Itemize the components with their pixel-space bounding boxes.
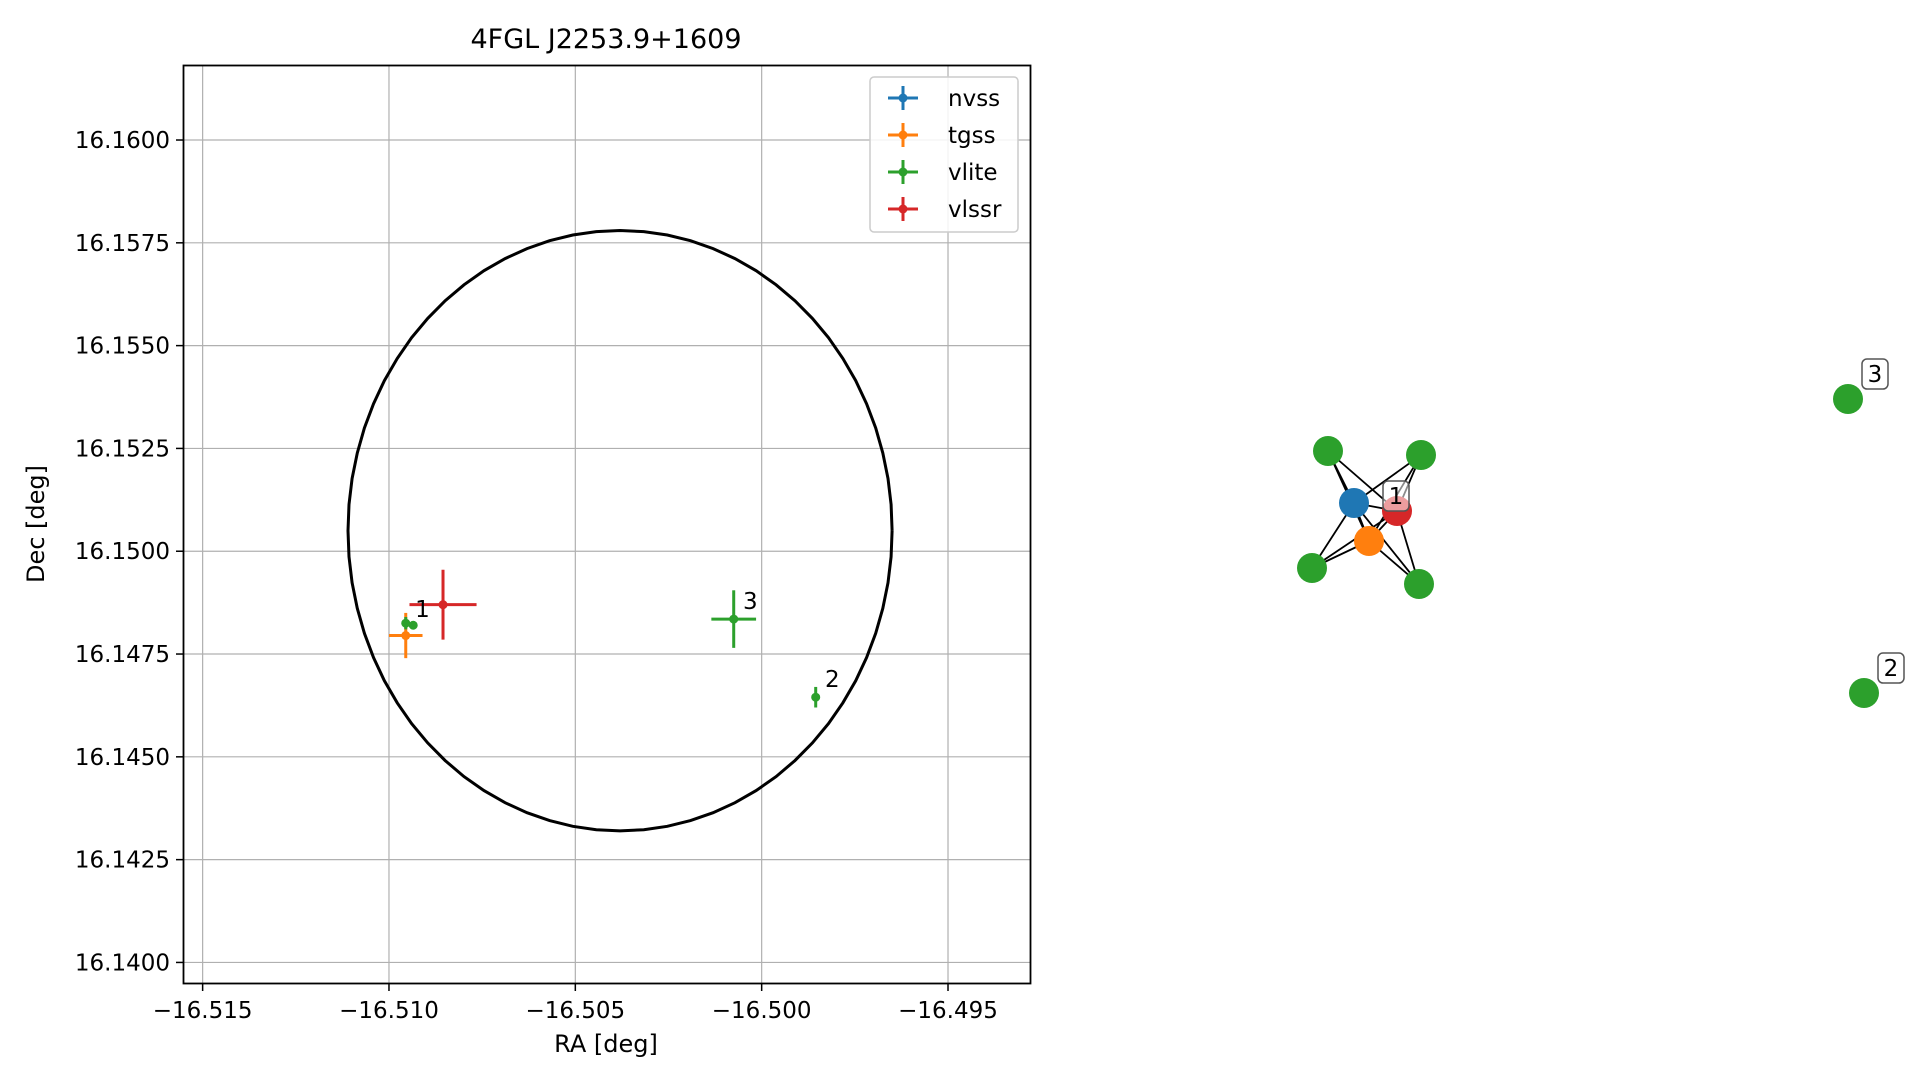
legend-box — [869, 76, 1019, 233]
point-vlssr — [409, 569, 477, 640]
y-tick-label: 16.1425 — [75, 848, 170, 874]
annotation-label: 1 — [415, 597, 430, 623]
x-axis-ticks: −16.515 −16.510 −16.505 −16.500 −16.495 — [153, 983, 998, 1024]
graph-node-nvss — [1339, 488, 1369, 518]
graph-label: 3 — [1861, 358, 1889, 390]
y-tick-label: 16.1600 — [75, 128, 170, 154]
plot-frame — [182, 64, 1032, 985]
graph-label: 2 — [1877, 652, 1905, 684]
y-tick-label: 16.1525 — [75, 436, 170, 462]
y-tick-label: 16.1500 — [75, 539, 170, 565]
point-vlite — [811, 686, 821, 708]
x-tick-label: −16.505 — [525, 998, 625, 1024]
legend-entry-vlssr: vlssr — [888, 197, 1002, 223]
legend-entry-tgss: tgss — [888, 123, 996, 149]
graph-labels: 1 3 2 — [1382, 358, 1905, 684]
x-axis-label: RA [deg] — [554, 1030, 658, 1058]
y-tick-label: 16.1550 — [75, 334, 170, 360]
legend-entry-vlite: vlite — [888, 160, 998, 186]
graph-node-vlite-b — [1406, 440, 1436, 470]
legend-label: tgss — [948, 123, 996, 149]
marker — [729, 614, 739, 624]
graph-label-box — [1877, 652, 1905, 684]
point-annotations: 1 3 2 — [415, 589, 840, 693]
graph-node-vlite-3 — [1833, 384, 1863, 414]
x-tick-label: −16.500 — [712, 998, 812, 1024]
x-tick-label: −16.510 — [339, 998, 439, 1024]
marker — [408, 620, 418, 630]
legend-marker — [898, 130, 908, 140]
y-axis-label: Dec [deg] — [22, 465, 50, 583]
graph-node-vlite-d — [1404, 569, 1434, 599]
legend-marker — [898, 204, 908, 214]
legend-entry-nvss: nvss — [888, 86, 1000, 112]
legend: nvss tgss vlite vlssr — [869, 76, 1019, 233]
localization-circle — [346, 228, 894, 833]
legend-label: vlite — [948, 160, 998, 186]
legend-marker — [898, 93, 908, 103]
scatter-chart: 4FGL J2253.9+1609 1 32 −16.515 −16.510 −16.… — [22, 24, 1032, 1058]
graph-label: 1 — [1382, 480, 1410, 512]
legend-label: nvss — [948, 86, 1000, 112]
graph-nodes — [1297, 384, 1879, 708]
marker — [401, 631, 411, 641]
data-points — [388, 569, 821, 708]
point-vlite — [711, 590, 757, 648]
point-vlite — [401, 617, 411, 630]
graph-node-tgss — [1354, 526, 1384, 556]
marker — [401, 618, 411, 628]
graph-label-text: 3 — [1868, 362, 1883, 388]
annotation-label: 2 — [825, 667, 840, 693]
marker — [811, 692, 821, 702]
y-tick-label: 16.1575 — [75, 231, 170, 257]
annotation-label: 3 — [743, 589, 758, 615]
marker — [438, 600, 448, 610]
y-tick-label: 16.1400 — [75, 950, 170, 976]
x-tick-label: −16.515 — [153, 998, 253, 1024]
graph-label-text: 2 — [1884, 656, 1899, 682]
graph-node-vlite-2 — [1849, 678, 1879, 708]
x-tick-label: −16.495 — [898, 998, 998, 1024]
y-tick-label: 16.1475 — [75, 642, 170, 668]
point-vlite — [408, 620, 418, 630]
graph-label-box — [1861, 358, 1889, 390]
legend-label: vlssr — [948, 197, 1002, 223]
graph-edge — [1353, 502, 1420, 585]
localization-ellipse — [346, 228, 894, 833]
y-axis-ticks: 16.1400 16.1425 16.1450 16.1475 16.1500 16.15… — [75, 128, 184, 976]
y-tick-label: 16.1450 — [75, 745, 170, 771]
chart-title: 4FGL J2253.9+1609 — [470, 24, 741, 55]
graph-label-text: 1 — [1389, 484, 1404, 510]
graph-label-box — [1382, 480, 1410, 512]
graph-node-vlite-a — [1313, 436, 1343, 466]
network-graph: 1 3 2 — [1297, 358, 1905, 708]
legend-marker — [898, 167, 908, 177]
graph-node-vlite-c — [1297, 553, 1327, 583]
